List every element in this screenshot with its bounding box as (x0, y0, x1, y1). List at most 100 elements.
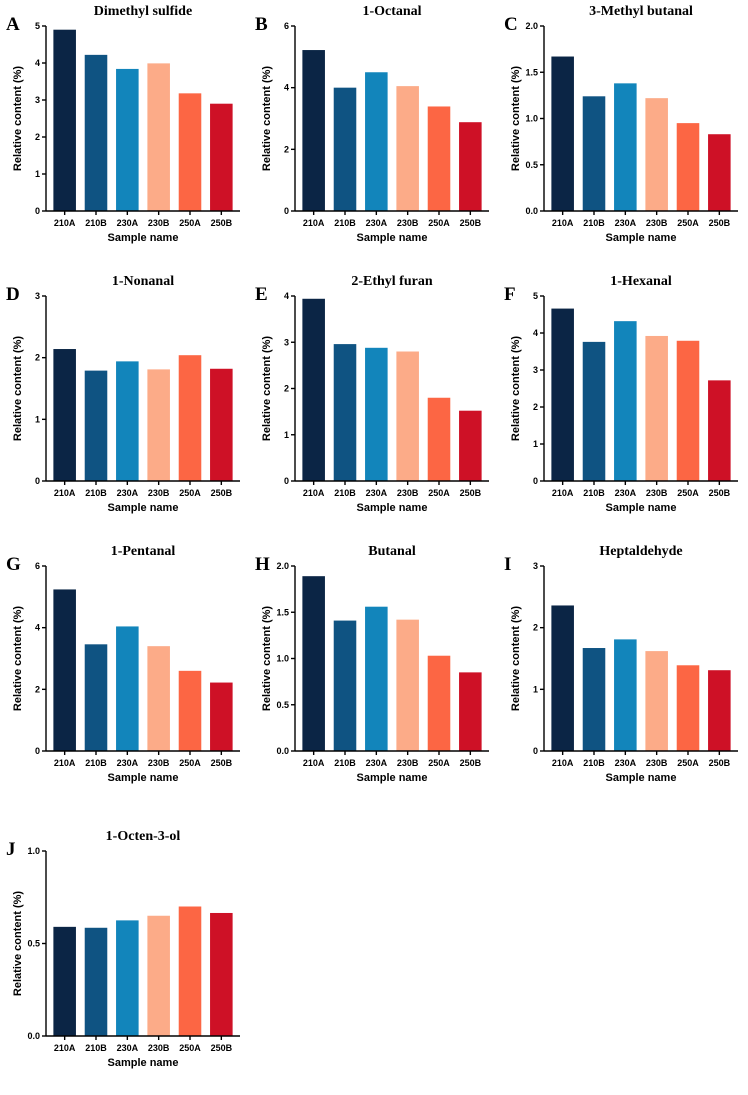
x-tick-label: 210B (85, 1043, 107, 1053)
y-axis-label: Relative content (%) (261, 66, 273, 171)
bar-250b (459, 410, 482, 481)
x-tick-label: 210B (334, 758, 356, 768)
x-tick-label: 250A (677, 218, 699, 228)
chart-panel-c: C 3-Methyl butanal 0.0 0.5 1.0 1.5 2.0 210A 210B… (498, 0, 747, 270)
chart-title: 3-Methyl butanal (589, 4, 693, 19)
y-tick-label: 0 (284, 476, 289, 486)
bar-250b (459, 672, 482, 751)
bar-230a (614, 83, 637, 211)
y-tick-label: 1.0 (27, 846, 40, 856)
bar-230b (396, 86, 419, 211)
x-tick-label: 230B (397, 488, 419, 498)
y-tick-label: 2 (284, 144, 289, 154)
chart-svg: D 1-Nonanal 0 1 2 3 210A 210B 230A 230B 250A 250B Sa… (6, 274, 240, 514)
panel-letter: D (6, 284, 20, 305)
x-tick-label: 210B (583, 758, 605, 768)
bar-210a (302, 50, 325, 211)
y-tick-label: 0 (533, 476, 538, 486)
y-tick-label: 0 (35, 476, 40, 486)
bar-210b (582, 648, 606, 751)
chart-title: 1-Nonanal (112, 274, 174, 289)
x-tick-label: 210B (334, 488, 356, 498)
x-tick-label: 230A (117, 758, 139, 768)
x-tick-label: 230B (148, 218, 170, 228)
panel-letter: B (255, 14, 268, 35)
y-tick-label: 1 (35, 414, 40, 424)
y-axis-label: Relative content (%) (510, 606, 522, 711)
bar-250b (210, 103, 233, 211)
bar-250b (210, 368, 233, 481)
y-tick-label: 2 (35, 132, 40, 142)
x-tick-label: 210B (85, 758, 107, 768)
bar-250a (427, 655, 451, 751)
chart-panel-e: E 2-Ethyl furan 0 1 2 3 4 210A 210B 230A 230B 250A 2… (249, 270, 498, 540)
panel-letter: J (6, 839, 16, 860)
y-tick-label: 1 (35, 169, 40, 179)
bar-230b (645, 98, 668, 211)
y-tick-label: 3 (35, 95, 40, 105)
x-tick-label: 250B (460, 488, 482, 498)
bar-210b (582, 96, 606, 211)
x-tick-label: 230B (148, 488, 170, 498)
bar-210b (84, 927, 108, 1036)
bar-250a (178, 93, 202, 211)
y-axis-label: Relative content (%) (12, 606, 24, 711)
chart-title: Dimethyl sulfide (94, 4, 192, 19)
bar-250b (459, 122, 482, 211)
bar-250b (708, 380, 731, 481)
bar-250a (676, 665, 700, 751)
x-axis-label: Sample name (357, 232, 428, 244)
y-tick-label: 1 (533, 439, 538, 449)
y-tick-label: 0.0 (525, 206, 538, 216)
x-tick-label: 230B (397, 218, 419, 228)
bar-230a (365, 72, 388, 211)
x-tick-label: 210B (85, 488, 107, 498)
x-tick-label: 250B (709, 218, 731, 228)
bar-250b (210, 912, 233, 1036)
bar-250b (210, 682, 233, 751)
bar-230b (396, 619, 419, 751)
bar-250a (427, 397, 451, 481)
x-tick-label: 250B (460, 758, 482, 768)
x-tick-label: 210A (552, 758, 574, 768)
y-axis-label: Relative content (%) (510, 66, 522, 171)
x-tick-label: 230A (615, 758, 637, 768)
y-tick-label: 3 (284, 337, 289, 347)
bar-230a (365, 606, 388, 751)
chart-svg: E 2-Ethyl furan 0 1 2 3 4 210A 210B 230A 230B 250A 2… (255, 274, 489, 514)
y-tick-label: 4 (284, 291, 289, 301)
chart-panel-f: F 1-Hexanal 0 1 2 3 4 5 210A 210B 230A 230B 250A 250B… (498, 270, 747, 540)
y-tick-label: 0.5 (276, 700, 289, 710)
x-tick-label: 210A (303, 488, 325, 498)
y-tick-label: 2 (35, 684, 40, 694)
bar-210a (551, 308, 574, 481)
bar-230b (396, 351, 419, 481)
x-tick-label: 210A (303, 218, 325, 228)
chart-svg: J 1-Octen-3-ol 0.0 0.5 1.0 210A 210B 230A 230B 25… (6, 829, 240, 1069)
bar-210b (333, 620, 357, 751)
bar-230b (645, 651, 668, 751)
x-tick-label: 210A (54, 488, 76, 498)
bar-210a (302, 298, 325, 481)
bar-210a (551, 56, 574, 212)
y-tick-label: 1.0 (276, 654, 289, 664)
x-tick-label: 230A (366, 488, 388, 498)
x-tick-label: 230B (646, 758, 668, 768)
x-tick-label: 250B (211, 218, 233, 228)
x-tick-label: 230B (397, 758, 419, 768)
panel-letter: H (255, 554, 270, 575)
y-axis-label: Relative content (%) (261, 606, 273, 711)
bar-230b (147, 369, 170, 481)
bar-250a (676, 123, 700, 211)
panel-letter: A (6, 14, 20, 35)
chart-svg: F 1-Hexanal 0 1 2 3 4 5 210A 210B 230A 230B 250A 250B… (504, 274, 738, 514)
y-tick-label: 4 (35, 623, 40, 633)
y-tick-label: 4 (284, 83, 289, 93)
bar-210a (551, 605, 574, 751)
chart-title: 1-Hexanal (610, 274, 672, 289)
bar-230a (116, 626, 139, 751)
chart-panel-d: D 1-Nonanal 0 1 2 3 210A 210B 230A 230B 250A 250B Sa… (0, 270, 249, 540)
y-tick-label: 0.0 (27, 1031, 40, 1041)
y-tick-label: 4 (533, 328, 538, 338)
